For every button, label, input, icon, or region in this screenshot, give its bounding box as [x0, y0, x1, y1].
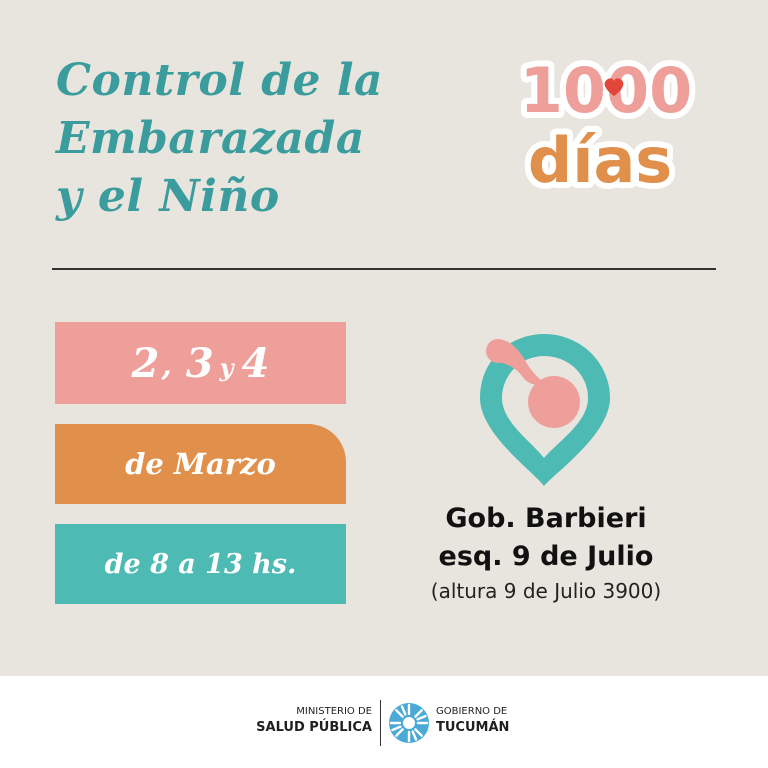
- month-band: de Marzo: [55, 424, 346, 504]
- day-3: 3: [185, 339, 214, 387]
- month-label: de Marzo: [125, 447, 276, 481]
- government-logo: GOBIERNO DE TUCUMÁN: [436, 705, 509, 737]
- page-title: Control de la Embarazada y el Niño: [56, 52, 476, 226]
- logo-number: 1000: [520, 54, 693, 127]
- day-conjunction: y: [219, 352, 234, 382]
- logo-word-outline: días: [528, 124, 672, 194]
- hours-label: de 8 a 13 hs.: [104, 548, 297, 580]
- sun-emblem-icon: [388, 702, 430, 744]
- ministry-bottom: SALUD PÚBLICA: [256, 720, 372, 735]
- logo-number-outline: 1000: [520, 54, 693, 127]
- footer-separator: [380, 700, 381, 746]
- address-line-3: (altura 9 de Julio 3900): [430, 579, 662, 603]
- divider: [52, 268, 716, 270]
- gov-top: GOBIERNO DE: [436, 706, 508, 717]
- address-line-2: esq. 9 de Julio: [438, 541, 654, 572]
- hours-band: de 8 a 13 hs.: [55, 524, 346, 604]
- ministry-logo: MINISTERIO DE SALUD PÚBLICA: [246, 705, 372, 737]
- day-4: 4: [241, 339, 270, 387]
- gov-bottom: TUCUMÁN: [436, 720, 510, 735]
- address-block: Gob. Barbieri esq. 9 de Julio (altura 9 …: [392, 500, 700, 606]
- title-line-2: Embarazada: [56, 113, 365, 164]
- title-line-3: y el Niño: [56, 171, 280, 222]
- footer: [0, 676, 768, 768]
- ministry-top: MINISTERIO DE: [296, 706, 372, 717]
- 1000-dias-logo: 1000 días 1000 días: [496, 54, 716, 194]
- days-band: 2 , 3 y 4: [55, 322, 346, 404]
- heart-icon: [604, 78, 624, 96]
- logo-word: días: [528, 124, 672, 194]
- day-2: 2: [131, 339, 160, 387]
- main-panel: Control de la Embarazada y el Niño 1000 …: [0, 0, 768, 676]
- location-pin-icon: [468, 328, 620, 488]
- title-line-1: Control de la: [56, 55, 384, 106]
- day-separator: ,: [161, 347, 172, 383]
- address-line-1: Gob. Barbieri: [445, 503, 647, 534]
